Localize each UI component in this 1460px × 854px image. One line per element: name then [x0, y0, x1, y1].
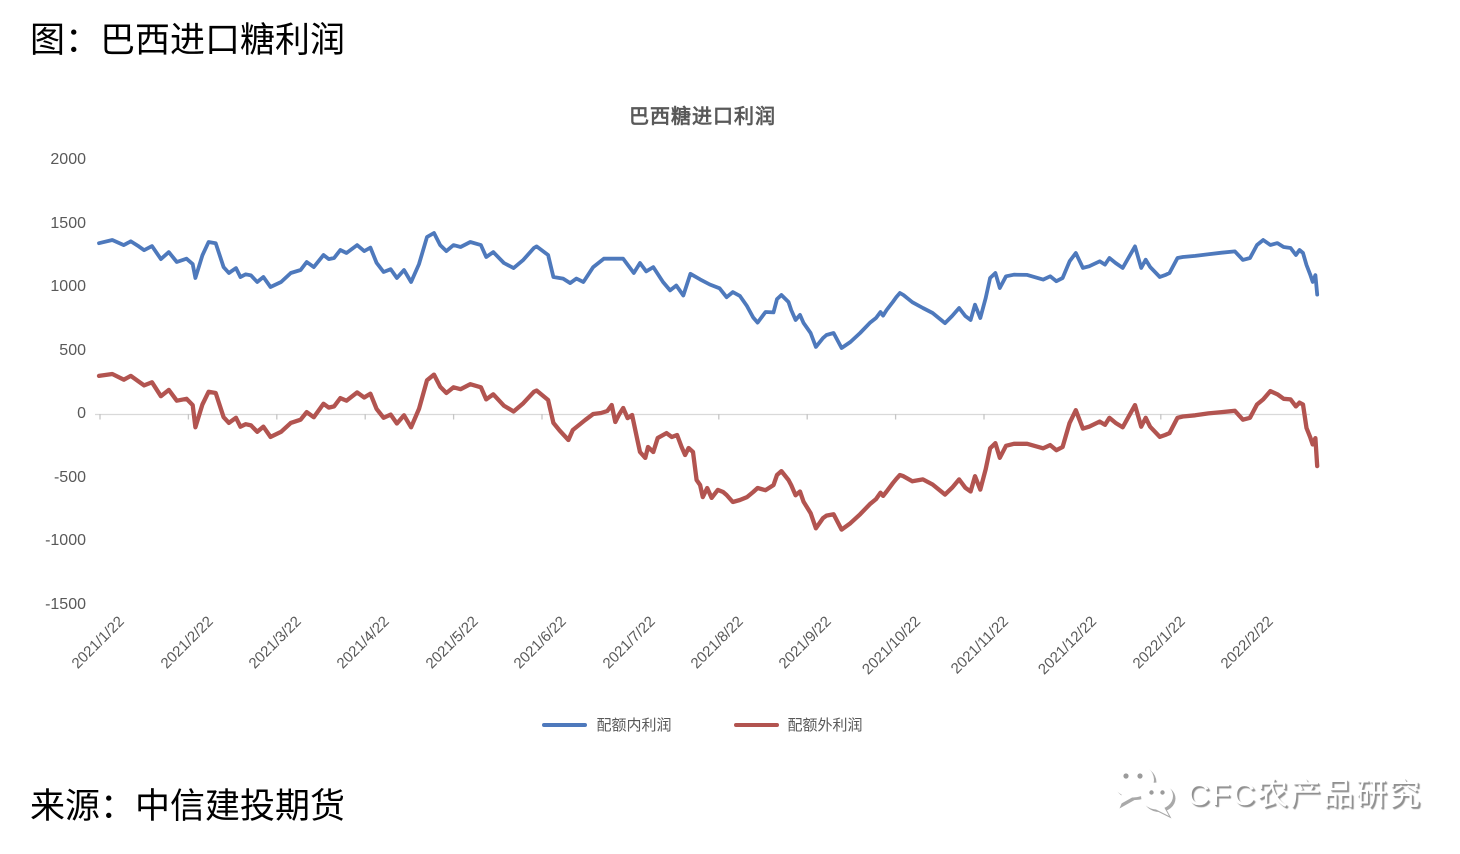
wechat-icon [1112, 762, 1176, 819]
legend-label-out-quota: 配额外利润 [787, 717, 863, 734]
watermark: CFC农产品研究 [1109, 760, 1422, 822]
y-axis-tick-label: 1000 [50, 278, 86, 295]
y-axis-tick-label: -500 [53, 468, 86, 486]
y-axis-tick-label: 2000 [50, 151, 86, 168]
out-quota-line-swatch-icon [733, 722, 779, 727]
page-title: 图：巴西进口糖利润 [30, 21, 346, 60]
legend-item-in-quota: 配额内利润 [542, 714, 672, 735]
y-axis-tick-label: -1500 [45, 595, 86, 613]
chart-legend: 配额内利润 配额外利润 [95, 714, 1310, 735]
y-axis-tick-label: -1000 [45, 532, 86, 549]
y-axis-tick-label: 0 [77, 405, 86, 422]
series-line-in-quota [97, 231, 1320, 350]
y-axis-tick-label: 1500 [50, 214, 86, 232]
source-text: 来源：中信建投期货 [30, 787, 346, 826]
watermark-text: CFC农产品研究 [1187, 776, 1422, 812]
y-axis-tick-label: 500 [59, 341, 86, 359]
legend-label-in-quota: 配额内利润 [596, 717, 672, 734]
in-quota-line-swatch-icon [542, 722, 588, 727]
series-line-out-quota [96, 371, 1320, 532]
legend-item-out-quota: 配额外利润 [733, 714, 863, 735]
chart-title: 巴西糖进口利润 [629, 106, 776, 128]
